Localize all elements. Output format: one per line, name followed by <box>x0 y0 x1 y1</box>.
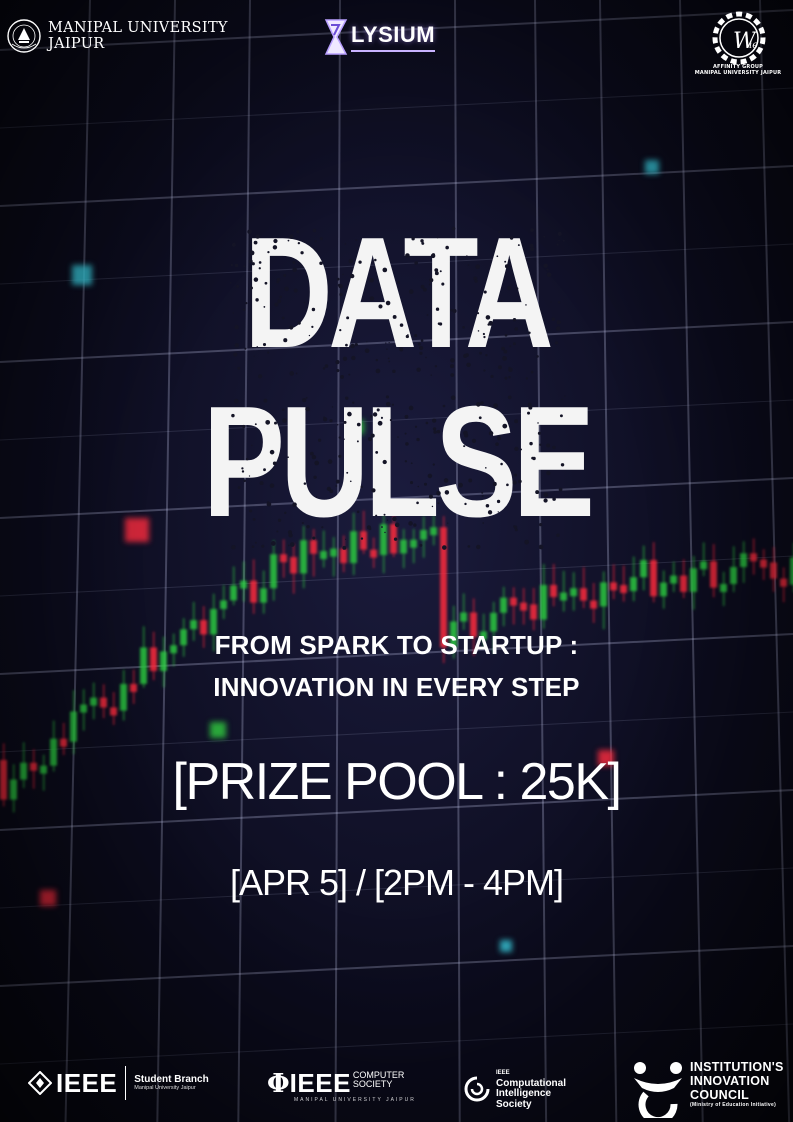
wie-affinity-caption: AFFINITY GROUP MANIPAL UNIVERSITY JAIPUR <box>686 64 790 76</box>
candle-wick <box>603 571 605 630</box>
glow-dot <box>210 722 226 738</box>
student-branch-sub: Manipal University Jaipur <box>134 1085 196 1091</box>
tagline-line-2: INNOVATION IN EVERY STEP <box>213 672 580 702</box>
candle-wick <box>763 549 765 580</box>
candle-wick <box>233 566 235 606</box>
grid-vertical-line <box>237 0 251 1122</box>
candle-wick <box>693 556 695 610</box>
wie-line-2: MANIPAL UNIVERSITY JAIPUR <box>694 70 782 76</box>
grid-vertical-line <box>64 0 91 1122</box>
elysium-logo: LYSIUM <box>323 16 436 58</box>
candle-wick <box>683 559 685 599</box>
logo-divider <box>125 1066 127 1100</box>
event-date-time: [APR 5] / [2PM - 4PM] <box>229 862 564 903</box>
glow-dot <box>500 940 512 952</box>
candle-wick <box>573 572 575 611</box>
candle-wick <box>253 559 255 614</box>
candle-wick <box>513 587 515 625</box>
candle-wick <box>783 567 785 603</box>
manipal-university-logo: MANIPAL UNIVERSITY JAIPUR <box>6 18 228 54</box>
elysium-e-icon <box>324 19 348 55</box>
cs-line-1: COMPUTER <box>352 1069 405 1080</box>
wie-line-1: AFFINITY GROUP <box>712 64 764 70</box>
iic-line-3: COUNCIL <box>690 1088 750 1102</box>
glow-dot <box>645 160 659 174</box>
iic-line-1: INSTITUTION'S <box>690 1060 784 1074</box>
candle-wick <box>713 544 715 598</box>
candle-wick <box>463 593 465 630</box>
grid-horizontal-line <box>0 945 793 987</box>
candle-wick <box>723 571 725 606</box>
cis-line-3: Society <box>496 1098 532 1110</box>
grid-vertical-line <box>599 0 618 1122</box>
candle-wick <box>243 561 245 602</box>
candle-wick <box>623 565 625 602</box>
candle-wick <box>583 567 585 609</box>
svg-text:W: W <box>733 29 758 54</box>
cs-ieee-wordmark: IEEE <box>289 1068 351 1098</box>
cs-line-2: SOCIETY <box>352 1078 393 1089</box>
ieee-cis-logo: IEEE Computational Intelligence Society <box>464 1068 566 1110</box>
cis-swirl-icon <box>464 1076 490 1102</box>
candle-wick <box>503 586 505 627</box>
grid-horizontal-line <box>0 711 793 753</box>
prize-pool: [PRIZE POOL : 25K] <box>172 753 622 811</box>
candle-wick <box>263 570 265 614</box>
innovation-council-logo: INSTITUTION'S INNOVATION COUNCIL (Minist… <box>630 1060 784 1118</box>
cs-sub-caption: MANIPAL UNIVERSITY JAIPUR <box>294 1097 416 1103</box>
iic-figure-icon <box>634 1062 682 1118</box>
iic-sub: (Ministry of Education Initiative) <box>690 1102 777 1108</box>
ieee-wie-gear-icon: W ie <box>712 11 766 65</box>
university-city: JAIPUR <box>48 36 105 52</box>
candle-wick <box>543 564 545 629</box>
student-branch-label: Student Branch <box>134 1074 209 1085</box>
candle-wick <box>63 722 65 755</box>
candle-wick <box>743 541 745 583</box>
candle-wick <box>553 564 555 607</box>
candle-wick <box>223 585 225 619</box>
ieee-student-branch-logo: IEEE Student Branch Manipal University J… <box>28 1066 209 1100</box>
svg-text:ie: ie <box>749 40 758 51</box>
university-seal-icon <box>7 19 41 53</box>
grid-vertical-line <box>534 0 548 1122</box>
candle-wick <box>633 556 635 602</box>
university-name: MANIPAL UNIVERSITY <box>48 20 228 36</box>
candle-wick <box>523 588 525 625</box>
cis-pre: IEEE <box>496 1070 510 1076</box>
grid-vertical-line <box>454 0 461 1122</box>
candle-wick <box>563 570 565 612</box>
ieee-diamond-icon <box>28 1071 52 1095</box>
grid-horizontal-line <box>0 1023 793 1065</box>
ieee-computer-society-logo: Φ IEEE COMPUTER SOCIETY MANIPAL UNIVERSI… <box>267 1068 414 1103</box>
candle-wick <box>673 561 675 593</box>
candle-wick <box>733 546 735 593</box>
grid-vertical-line <box>156 0 176 1122</box>
candle-wick <box>533 588 535 631</box>
cis-line-1: Computational <box>496 1077 566 1089</box>
tagline-line-1: FROM SPARK TO STARTUP : <box>214 630 579 660</box>
cis-line-2: Intelligence <box>496 1088 552 1099</box>
phi-icon: Φ <box>267 1068 290 1099</box>
candle-wick <box>773 546 775 592</box>
grid-vertical-line <box>334 0 341 1122</box>
iic-line-2: INNOVATION <box>690 1074 770 1088</box>
title-pulse: PULSE <box>202 374 595 550</box>
elysium-wordmark: LYSIUM <box>351 22 436 52</box>
title-data: DATA <box>243 205 554 381</box>
candle-wick <box>593 582 595 623</box>
candle-wick <box>753 538 755 575</box>
ieee-wordmark: IEEE <box>56 1067 118 1098</box>
candle-wick <box>613 564 615 600</box>
candle-wick <box>663 570 665 609</box>
grid-horizontal-line <box>0 87 793 129</box>
